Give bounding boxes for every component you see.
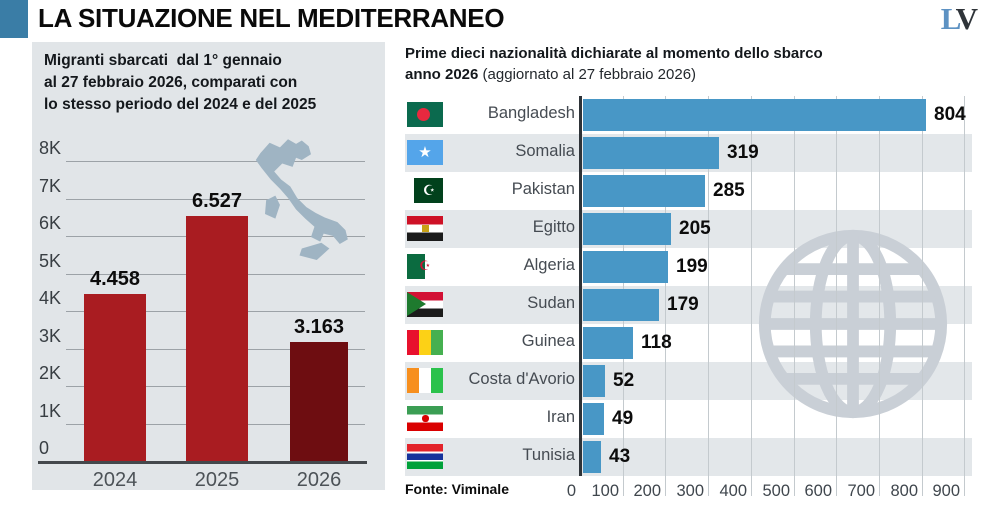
left-ytick-label: 8K — [39, 138, 62, 158]
page-title: LA SITUAZIONE NEL MEDITERRANEO — [38, 3, 505, 33]
right-chart-panel: Prime dieci nazionalità dichiarate al mo… — [405, 42, 982, 504]
left-ytick-label: 2K — [39, 363, 62, 383]
guinea-flag-icon — [407, 330, 443, 355]
bangladesh-flag-icon — [407, 102, 443, 127]
row-background — [405, 438, 972, 476]
header-accent-square — [0, 0, 28, 38]
left-chart-panel: Migranti sbarcati dal 1° gennaio al 27 f… — [32, 42, 385, 491]
nationalities-bar-chart: Bangladesh 804 Somalia 319 Pakistan 285 Egitto… — [405, 42, 982, 504]
left-gridline — [66, 198, 365, 200]
country-label: Costa d'Avorio — [468, 370, 576, 388]
italy-map-icon — [255, 139, 348, 261]
x-axis-tick-label: 400 — [719, 482, 747, 500]
right-chart-zero-axis — [579, 96, 582, 476]
x-axis-label: 2024 — [92, 469, 138, 491]
bar-sudan — [583, 289, 659, 321]
left-ytick-label: 4K — [39, 288, 62, 308]
egypt-flag-icon — [407, 216, 443, 241]
source-credit: Fonte: Viminale — [405, 481, 509, 497]
country-label: Bangladesh — [487, 104, 575, 122]
bar-value-label: 319 — [727, 142, 759, 163]
logo-letter-l: L — [940, 1, 959, 36]
bar-value-label: 179 — [667, 294, 699, 315]
bar-egypt — [583, 213, 671, 245]
right-gridline — [794, 96, 795, 496]
bar-somalia — [583, 137, 719, 169]
somalia-flag-icon — [407, 140, 443, 165]
x-axis-tick-label: 100 — [591, 482, 619, 500]
right-gridline — [665, 96, 666, 496]
x-axis-tick-label: 200 — [633, 482, 661, 500]
left-chart-title: Migranti sbarcati dal 1° gennaio al 27 f… — [44, 52, 317, 113]
left-ytick-label: 1K — [39, 400, 62, 421]
iran-flag-icon — [407, 406, 443, 431]
bar-value-label: 804 — [934, 104, 966, 125]
bar-value-label: 6.527 — [191, 190, 243, 212]
bar-value-label: 49 — [612, 408, 634, 429]
bar-value-label: 118 — [641, 332, 672, 353]
bar-value-label: 4.458 — [89, 268, 141, 290]
bar-algeria — [583, 251, 668, 283]
right-gridline — [751, 96, 752, 496]
bar-pakistan — [583, 175, 705, 207]
x-axis-label: 2025 — [194, 469, 240, 491]
left-gridline — [66, 161, 365, 162]
bar-value-label: 199 — [676, 256, 708, 277]
bar-ivory-coast — [583, 365, 605, 397]
bar-2025 — [186, 216, 248, 461]
right-title-line1: Prime dieci nazionalità dichiarate al mo… — [405, 45, 823, 62]
bar-value-label: 52 — [613, 370, 635, 391]
tunisia-flag-icon — [407, 444, 443, 469]
x-axis-tick-label: 0 — [566, 482, 576, 500]
country-label: Pakistan — [511, 180, 575, 198]
logo-letter-v: V — [955, 1, 978, 36]
country-label: Sudan — [527, 294, 575, 312]
brand-logo: LV — [940, 1, 978, 37]
country-label: Guinea — [521, 332, 575, 350]
left-ytick-label: 5K — [39, 250, 62, 271]
country-label: Egitto — [532, 218, 575, 236]
right-chart-title: Prime dieci nazionalità dichiarate al mo… — [405, 43, 823, 85]
country-label: Iran — [546, 408, 575, 426]
bar-value-label: 43 — [609, 446, 631, 467]
right-gridline — [708, 96, 709, 496]
right-gridline — [879, 96, 880, 496]
country-label: Somalia — [515, 142, 575, 160]
right-gridline — [836, 96, 837, 496]
globe-watermark-icon — [758, 229, 948, 419]
left-ytick-label: 7K — [39, 175, 62, 196]
left-ytick-label: 3K — [39, 325, 62, 346]
x-axis-tick-label: 800 — [890, 482, 918, 500]
migrants-bar-chart: 0 1K 2K 3K 4K 5K 6K 7K 8K 4.458 2024 6.527 2025 3.163… — [32, 42, 385, 491]
right-title-note: (aggiornato al 27 febbraio 2026) — [478, 66, 697, 83]
right-gridline — [964, 96, 965, 496]
bar-value-label: 285 — [713, 180, 745, 201]
country-label: Tunisia — [522, 446, 575, 464]
bar-iran — [583, 403, 604, 435]
ivory-coast-flag-icon — [407, 368, 443, 393]
x-axis-label: 2026 — [296, 469, 342, 491]
bar-2024 — [84, 294, 146, 461]
left-axis-baseline — [38, 461, 367, 464]
country-label: Algeria — [523, 256, 575, 274]
right-title-year: anno 2026 — [405, 66, 479, 83]
algeria-flag-icon — [407, 254, 443, 279]
bar-2026 — [290, 342, 348, 461]
x-axis-tick-label: 900 — [932, 482, 960, 500]
left-ytick-label: 0 — [39, 438, 50, 458]
sudan-flag-icon — [407, 292, 443, 317]
x-axis-tick-label: 300 — [676, 482, 704, 500]
bar-bangladesh — [583, 99, 926, 131]
x-axis-tick-label: 700 — [847, 482, 875, 500]
bar-guinea — [583, 327, 633, 359]
bar-value-label: 205 — [679, 218, 711, 239]
x-axis-tick-label: 500 — [762, 482, 790, 500]
bar-value-label: 3.163 — [293, 316, 345, 338]
right-gridline — [922, 96, 923, 496]
bar-tunisia — [583, 441, 601, 473]
left-ytick-label: 6K — [39, 213, 62, 233]
x-axis-tick-label: 600 — [804, 482, 832, 500]
pakistan-flag-icon — [407, 178, 443, 203]
